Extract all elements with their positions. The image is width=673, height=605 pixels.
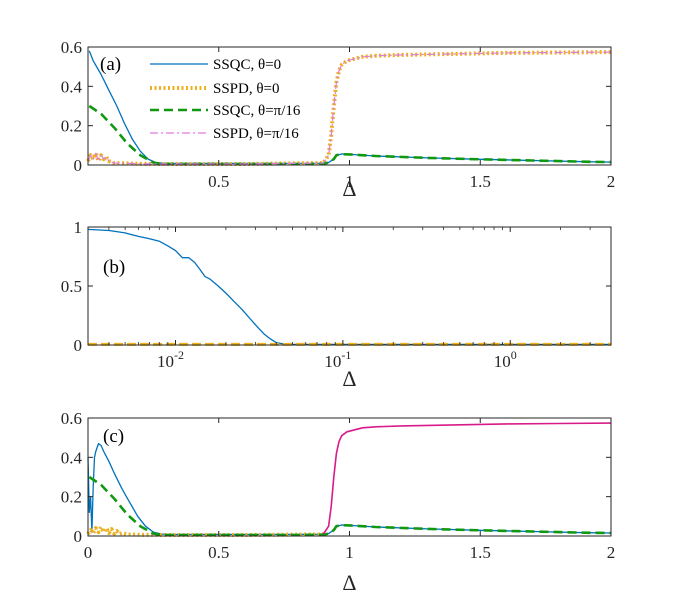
x-axis-title-b: Δ	[342, 366, 356, 391]
x-tick-exponent-b-2: 0	[511, 348, 517, 362]
y-tick-label-a-3: 0.6	[61, 38, 82, 57]
y-tick-label-b-1: 0.5	[61, 277, 82, 296]
y-tick-label-c-3: 0.6	[61, 409, 82, 428]
x-tick-label-c-4: 2	[607, 543, 616, 562]
x-tick-exponent-b-0: -2	[174, 348, 184, 362]
legend: SSQC, θ=0 SSPD, θ=0 SSQC, θ=π/16 SSPD, θ…	[150, 57, 301, 142]
series-sspd-theta-0-c	[86, 525, 324, 537]
series-sspd-theta-0-a	[86, 50, 612, 166]
plot-frame-a	[87, 46, 612, 166]
legend-label-sspd16: SSPD, θ=π/16	[213, 126, 299, 142]
legend-label-sspd0: SSPD, θ=0	[213, 81, 280, 97]
legend-label-ssqc16: SSQC, θ=π/16	[213, 103, 301, 119]
y-tick-label-b-2: 1	[74, 218, 83, 237]
y-tick-label-c-0: 0	[74, 527, 83, 546]
x-axis-title-a: Δ	[342, 176, 356, 201]
series-sspd-theta-pi-16-c	[322, 422, 612, 535]
panel-label-a: (a)	[100, 54, 121, 75]
panel-label-c: (c)	[103, 426, 124, 447]
series-ssqc-theta-pi-16-a	[88, 104, 612, 166]
series-sspd-theta-pi-16-a	[87, 51, 612, 165]
series-ssqc-theta-0-a	[88, 50, 612, 165]
series-ssqc-theta-0-b	[87, 228, 611, 346]
panel-c: 0 0.5 1 1.5 2 0 0.2 0.4 0.6 (c) Δ	[61, 409, 616, 595]
x-tick-label-c-1: 0.5	[208, 543, 229, 562]
x-tick-label-a-1: 1	[345, 172, 354, 191]
x-tick-label-c-2: 1	[345, 543, 354, 562]
x-tick-exponent-b-1: -1	[341, 348, 351, 362]
y-tick-label-b-0: 0	[74, 336, 83, 355]
y-tick-label-c-1: 0.2	[61, 488, 82, 507]
x-tick-label-c-3: 1.5	[470, 543, 491, 562]
y-tick-label-a-0: 0	[74, 156, 83, 175]
y-tick-label-a-1: 0.2	[61, 117, 82, 136]
y-tick-label-c-2: 0.4	[61, 448, 83, 467]
x-tick-label-b-0: 10-2	[157, 348, 184, 371]
plot-frame-c	[87, 417, 612, 537]
panel-a: 0.5 1 1.5 2 0 0.2 0.4 0.6 (a) Δ SSQC, θ=0 SSPD,…	[61, 38, 616, 201]
x-axis-title-c: Δ	[342, 570, 356, 595]
x-tick-label-c-0: 0	[84, 543, 93, 562]
y-tick-label-a-2: 0.4	[61, 77, 83, 96]
legend-label-ssqc0: SSQC, θ=0	[213, 57, 281, 73]
panel-label-b: (b)	[103, 257, 125, 278]
x-tick-label-a-3: 2	[607, 172, 616, 191]
series-ssqc-theta-0-c	[87, 442, 612, 536]
x-tick-label-a-0: 0.5	[208, 172, 229, 191]
x-tick-label-a-2: 1.5	[470, 172, 491, 191]
x-tick-label-b-2: 100	[494, 348, 517, 371]
series-ssqc-theta-pi-16-c	[88, 475, 612, 537]
